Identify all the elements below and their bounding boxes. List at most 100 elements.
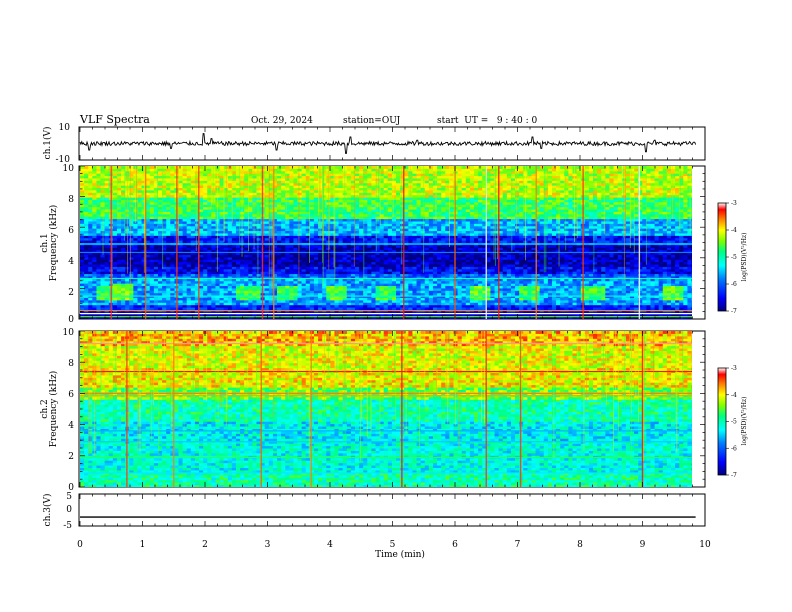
spectrogram-cell bbox=[244, 283, 249, 287]
spectrogram-cell bbox=[371, 261, 376, 265]
spectrogram-cell bbox=[634, 264, 639, 267]
spectrogram-cell bbox=[629, 247, 635, 251]
spectrogram-cell bbox=[613, 268, 619, 272]
spectrogram-cell bbox=[149, 275, 155, 279]
spectrogram-cell bbox=[675, 285, 680, 289]
spectrogram-cell bbox=[157, 287, 163, 291]
spectrogram-cell bbox=[646, 292, 651, 296]
spectrogram-cell bbox=[80, 254, 85, 258]
spectrogram-cell bbox=[133, 247, 138, 251]
spectrogram-cell bbox=[322, 280, 327, 284]
spectrogram-cell bbox=[445, 316, 450, 319]
spectrogram-cell bbox=[363, 292, 368, 296]
spectrogram-cell bbox=[96, 254, 102, 258]
spectrogram-cell bbox=[157, 252, 163, 255]
spectrogram-cell bbox=[494, 247, 500, 251]
spectrogram-cell bbox=[367, 278, 372, 282]
spectrogram-cell bbox=[338, 273, 344, 277]
spectrogram-cell bbox=[658, 287, 664, 291]
spectrogram-cell bbox=[207, 273, 212, 277]
spectrogram-cell bbox=[634, 275, 639, 279]
spectrogram-cell bbox=[367, 240, 372, 243]
spectrogram-cell bbox=[408, 266, 413, 270]
spectrogram-cell bbox=[182, 268, 188, 272]
spectrogram-cell bbox=[568, 252, 573, 255]
spectrogram-cell bbox=[178, 292, 184, 296]
spectrogram-cell bbox=[515, 261, 520, 265]
spectrogram-cell bbox=[88, 316, 93, 319]
spectrogram-cell bbox=[116, 249, 122, 253]
spectrogram-cell bbox=[404, 280, 409, 284]
spectrogram-cell bbox=[584, 256, 590, 260]
spectrogram-cell bbox=[625, 254, 631, 258]
spectrogram-cell bbox=[272, 266, 278, 270]
spectrogram-cell bbox=[498, 290, 504, 294]
spectrogram-cell bbox=[404, 290, 409, 294]
spectrogram-cell bbox=[506, 275, 512, 279]
spectrogram-cell bbox=[330, 240, 335, 243]
spectrogram-cell bbox=[556, 314, 561, 318]
spectrogram-cell bbox=[424, 314, 430, 318]
spectrogram-cell bbox=[157, 297, 163, 301]
spectrogram-cell bbox=[88, 268, 93, 272]
spectrogram-cell bbox=[679, 283, 684, 287]
spectrogram-cell bbox=[687, 299, 692, 303]
spectrogram-cell bbox=[527, 247, 532, 251]
spectrogram-cell bbox=[396, 299, 401, 303]
spectrogram-cell bbox=[502, 304, 508, 308]
spectrogram-cell bbox=[494, 254, 500, 258]
spectrogram-cell bbox=[404, 314, 409, 318]
spectrogram-cell bbox=[437, 280, 442, 284]
spectrogram-cell bbox=[675, 256, 680, 260]
spectrogram-cell bbox=[465, 299, 471, 303]
spectrogram-cell bbox=[634, 249, 639, 253]
spectrogram-cell bbox=[84, 280, 89, 284]
spectrogram-cell bbox=[383, 271, 389, 275]
spectrogram-cell bbox=[519, 302, 524, 306]
spectrogram-cell bbox=[465, 268, 471, 272]
spectrogram-cell bbox=[441, 278, 446, 282]
spectrogram-cell bbox=[330, 278, 335, 282]
spectrogram-cell bbox=[112, 285, 118, 289]
spectrogram-cell bbox=[129, 237, 134, 241]
spectrogram-cell bbox=[457, 275, 463, 279]
spectrogram-cell bbox=[231, 259, 237, 263]
spectrogram-cell bbox=[519, 254, 524, 258]
spectrogram-cell bbox=[125, 304, 130, 308]
spectrogram-cell bbox=[231, 254, 237, 258]
spectrogram-cell bbox=[162, 290, 167, 294]
spectrogram-cell bbox=[285, 247, 290, 251]
spectrogram-cell bbox=[662, 247, 668, 251]
spectrogram-cell bbox=[404, 266, 409, 270]
spectrogram-cell bbox=[593, 261, 598, 265]
spectrogram-cell bbox=[162, 292, 167, 296]
spectrogram-cell bbox=[617, 271, 623, 275]
spectrogram-cell bbox=[231, 287, 237, 291]
spectrogram-cell bbox=[387, 256, 393, 260]
spectrogram-cell bbox=[272, 285, 278, 289]
spectrogram-cell bbox=[235, 292, 241, 296]
spectrogram-cell bbox=[350, 314, 356, 318]
spectrogram-cell bbox=[387, 264, 393, 267]
spectrogram-cell bbox=[629, 280, 635, 284]
spectrogram-cell bbox=[334, 244, 340, 248]
spectrogram-cell bbox=[281, 283, 286, 287]
spectrogram-cell bbox=[190, 307, 196, 310]
spectrogram-cell bbox=[531, 307, 537, 310]
spectrogram-cell bbox=[289, 249, 294, 253]
spectrogram-cell bbox=[617, 264, 623, 267]
spectrogram-cell bbox=[638, 275, 643, 279]
spectrogram-cell bbox=[387, 299, 393, 303]
spectrogram-cell bbox=[441, 314, 446, 318]
spectrogram-cell bbox=[186, 261, 192, 265]
spectrogram-cell bbox=[416, 290, 422, 294]
spectrogram-cell bbox=[145, 280, 151, 284]
spectrogram-cell bbox=[231, 271, 237, 275]
spectrogram-cell bbox=[478, 259, 483, 263]
spectrogram-cell bbox=[502, 314, 508, 318]
spectrogram-cell bbox=[691, 247, 692, 251]
spectrogram-cell bbox=[428, 271, 434, 275]
spectrogram-cell bbox=[313, 314, 319, 318]
spectrogram-cell bbox=[609, 314, 615, 318]
spectrogram-cell bbox=[207, 268, 212, 272]
